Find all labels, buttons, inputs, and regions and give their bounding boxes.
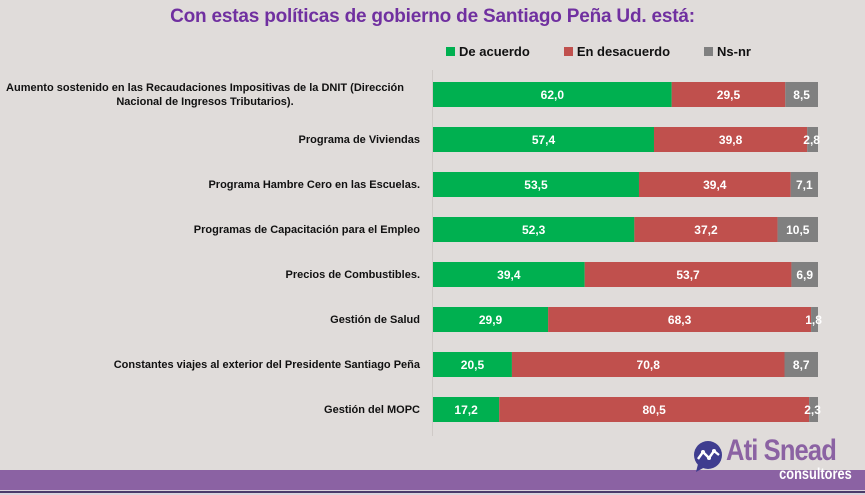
data-label: 8,7	[793, 358, 810, 372]
bar-segment-de-acuerdo	[433, 397, 500, 422]
category-label-line: Constantes viajes al exterior del Presid…	[113, 358, 420, 371]
data-label: 39,4	[497, 268, 521, 282]
category-label: Gestión del MOPC	[0, 403, 420, 417]
legend-label: En desacuerdo	[576, 43, 671, 59]
bar-segment-ns-nr	[791, 262, 818, 287]
bar-segment-ns-nr	[809, 397, 818, 422]
bar-segment-ns-nr	[811, 307, 818, 332]
data-label: 37,2	[694, 223, 718, 237]
bar-segment-en-desacuerdo	[548, 307, 812, 332]
data-label: 17,2	[454, 403, 478, 417]
bar-segment-de-acuerdo	[433, 352, 512, 377]
legend-label: Ns-nr	[717, 43, 751, 59]
category-label-line: Aumento sostenido en las Recaudaciones I…	[6, 81, 404, 94]
category-label: Programa de Viviendas	[0, 133, 420, 147]
legend: De acuerdo En desacuerdo Ns-nr	[446, 42, 785, 60]
category-label: Constantes viajes al exterior del Presid…	[0, 358, 420, 372]
data-label: 68,3	[668, 313, 692, 327]
category-label: Programa Hambre Cero en las Escuelas.	[0, 178, 420, 192]
bar-segment-en-desacuerdo	[634, 217, 778, 242]
data-label: 1,8	[805, 313, 822, 327]
legend-item-en-desacuerdo: En desacuerdo	[563, 43, 671, 59]
bar-segment-de-acuerdo	[433, 172, 639, 197]
legend-item-de-acuerdo: De acuerdo	[446, 44, 530, 59]
logo-subtitle: consultores	[779, 466, 852, 483]
category-axis-line	[432, 70, 433, 436]
bar-segment-ns-nr	[777, 217, 818, 242]
bar-segment-en-desacuerdo	[511, 352, 785, 377]
category-label-line: Programas de Capacitación para el Empleo	[193, 223, 420, 236]
legend-swatch-en-desacuerdo	[563, 46, 573, 56]
legend-swatch-ns-nr	[704, 46, 714, 56]
bar-segment-de-acuerdo	[433, 217, 635, 242]
bar-segment-de-acuerdo	[433, 262, 585, 287]
stacked-bar-chart: 62,0 29,5 8,5 57,4 39,8 2,8 53,5 39,4 7,1 52,3 37,…	[433, 82, 822, 422]
data-label: 52,3	[522, 223, 546, 237]
data-label: 80,5	[643, 403, 667, 417]
data-label: 6,9	[796, 268, 813, 282]
data-label: 10,5	[786, 223, 810, 237]
bar-segment-ns-nr	[807, 127, 818, 152]
data-label: 39,8	[719, 133, 743, 147]
data-label: 8,5	[793, 88, 810, 102]
data-label: 62,0	[541, 88, 565, 102]
legend-swatch-de-acuerdo	[446, 46, 455, 56]
data-label: 7,1	[796, 178, 813, 192]
data-label: 2,8	[803, 133, 820, 147]
bar-segment-de-acuerdo	[433, 307, 549, 332]
chart-title: Con estas políticas de gobierno de Santi…	[170, 6, 695, 27]
category-label: Programas de Capacitación para el Empleo	[0, 223, 420, 237]
category-label-line: Programa de Viviendas	[298, 133, 420, 146]
bar-segment-de-acuerdo	[433, 82, 672, 107]
data-label: 53,5	[524, 178, 548, 192]
bar-segment-ns-nr	[790, 172, 818, 197]
category-label-line: Nacional de Ingresos Tributarios).	[116, 95, 294, 108]
data-label: 29,9	[479, 313, 503, 327]
data-label: 70,8	[637, 358, 661, 372]
data-label: 39,4	[703, 178, 727, 192]
bar-segment-en-desacuerdo	[584, 262, 792, 287]
footer-divider-dark	[0, 491, 865, 493]
footer-bar	[0, 470, 865, 490]
bar-segment-en-desacuerdo	[499, 397, 810, 422]
bar-segment-ns-nr	[784, 352, 818, 377]
bar-segment-en-desacuerdo	[638, 172, 791, 197]
bar-segment-en-desacuerdo	[653, 127, 808, 152]
category-label: Precios de Combustibles.	[0, 268, 420, 282]
category-label-line: Precios de Combustibles.	[285, 268, 420, 281]
legend-label: De acuerdo	[459, 43, 530, 59]
category-label: Aumento sostenido en las Recaudaciones I…	[0, 81, 420, 109]
category-label: Gestión de Salud	[0, 313, 420, 327]
company-logo: Ati Snead consultores	[690, 434, 862, 492]
bar-segment-en-desacuerdo	[671, 82, 786, 107]
category-label-line: Programa Hambre Cero en las Escuelas.	[208, 178, 420, 191]
bar-segment-de-acuerdo	[433, 127, 654, 152]
data-label: 53,7	[676, 268, 700, 282]
data-label: 2,3	[804, 403, 821, 417]
data-label: 57,4	[532, 133, 556, 147]
category-label-line: Gestión del MOPC	[324, 403, 420, 416]
data-label: 29,5	[717, 88, 741, 102]
legend-item-ns-nr: Ns-nr	[704, 44, 751, 59]
data-label: 20,5	[461, 358, 485, 372]
bar-segment-ns-nr	[785, 82, 818, 107]
logo-name: Ati Snead	[726, 434, 837, 467]
chart-bubble-icon	[694, 441, 722, 472]
category-label-line: Gestión de Salud	[330, 313, 420, 326]
